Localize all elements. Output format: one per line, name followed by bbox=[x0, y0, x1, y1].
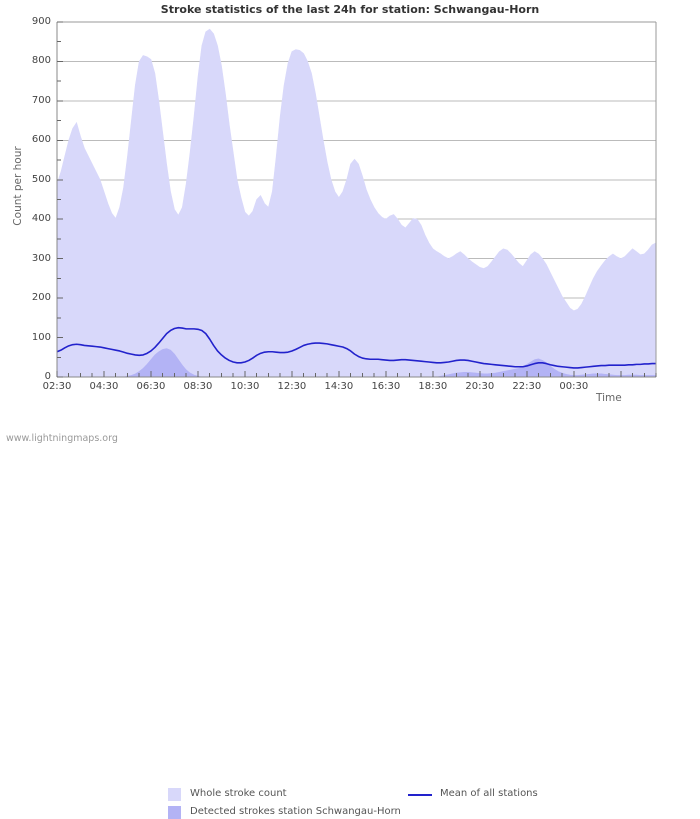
chart-container: Stroke statistics of the last 24h for st… bbox=[0, 3, 700, 819]
x-tick-2230: 22:30 bbox=[512, 381, 542, 392]
y-tick-900: 900 bbox=[31, 16, 51, 27]
series-area-0 bbox=[56, 28, 657, 378]
legend-label-whole-stroke-count: Whole stroke count bbox=[190, 788, 287, 799]
x-tick-0030: 00:30 bbox=[559, 381, 589, 392]
x-tick-1630: 16:30 bbox=[371, 381, 401, 392]
y-tick-500: 500 bbox=[31, 173, 51, 185]
plot-area bbox=[56, 21, 657, 378]
x-tick-0230: 02:30 bbox=[42, 381, 72, 392]
series-line-2 bbox=[56, 326, 656, 369]
x-tick-0630: 06:30 bbox=[136, 381, 166, 392]
legend-label-mean-of-all-stations: Mean of all stations bbox=[440, 788, 538, 799]
y-tick-0: 0 bbox=[44, 371, 51, 382]
legend-swatch-detected-strokes bbox=[168, 806, 181, 819]
x-tick-1830: 18:30 bbox=[418, 381, 448, 392]
x-tick-2030: 20:30 bbox=[465, 381, 495, 392]
y-tick-600: 600 bbox=[31, 134, 51, 146]
y-tick-400: 400 bbox=[31, 213, 51, 225]
legend-line-mean-of-all-stations bbox=[408, 794, 432, 796]
legend-swatch-whole-stroke-count bbox=[168, 788, 181, 801]
chart-title: Stroke statistics of the last 24h for st… bbox=[160, 3, 540, 16]
y-tick-100: 100 bbox=[31, 331, 51, 343]
legend-label-detected-strokes: Detected strokes station Schwangau-Horn bbox=[190, 806, 401, 817]
y-tick-200: 200 bbox=[31, 292, 51, 304]
x-tick-0830: 08:30 bbox=[183, 381, 213, 392]
x-axis-label: Time bbox=[596, 392, 622, 404]
x-tick-1030: 10:30 bbox=[230, 381, 260, 392]
y-tick-300: 300 bbox=[31, 252, 51, 264]
source-footer: www.lightningmaps.org bbox=[6, 433, 118, 444]
x-tick-1430: 14:30 bbox=[324, 381, 354, 392]
x-tick-0430: 04:30 bbox=[89, 381, 119, 392]
y-tick-700: 700 bbox=[31, 94, 51, 106]
chart-legend: Whole stroke count Detected strokes stat… bbox=[0, 392, 700, 819]
x-tick-1230: 12:30 bbox=[277, 381, 307, 392]
y-tick-800: 800 bbox=[31, 55, 51, 67]
